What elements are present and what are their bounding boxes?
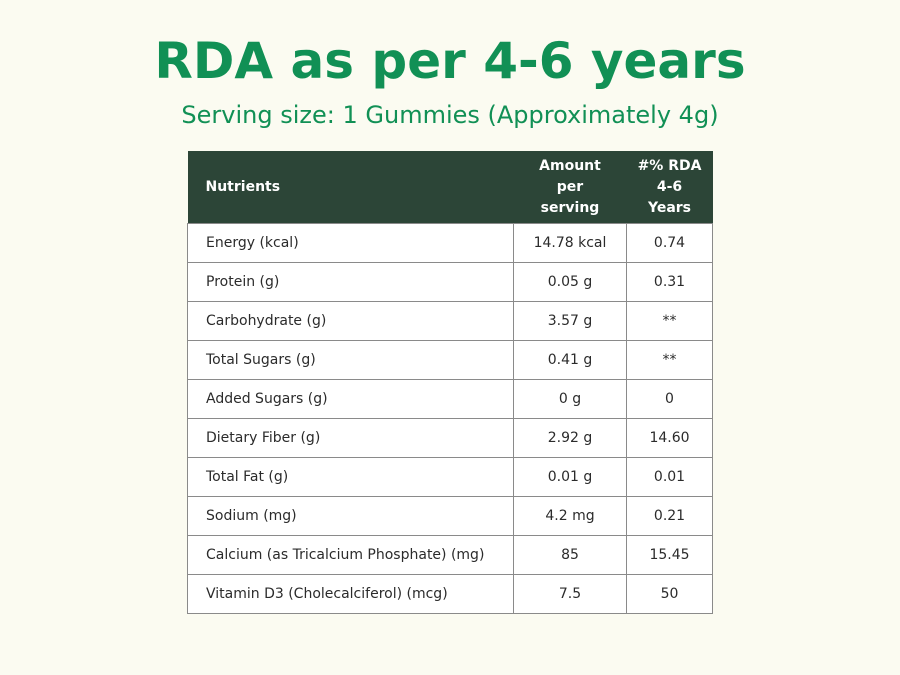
nutrient-name: Total Fat (g) xyxy=(187,457,514,497)
table-row: Calcium (as Tricalcium Phosphate) (mg) 8… xyxy=(187,535,713,575)
amount-per-serving: 14.78 kcal xyxy=(513,223,627,263)
header-rda-line: Years xyxy=(647,199,692,216)
amount-per-serving: 85 xyxy=(513,535,627,575)
table-row: Vitamin D3 (Cholecalciferol) (mcg) 7.5 5… xyxy=(187,574,713,614)
rda-percent: 0 xyxy=(626,379,713,419)
nutrient-name: Sodium (mg) xyxy=(187,496,514,536)
table-row: Energy (kcal) 14.78 kcal 0.74 xyxy=(187,223,713,263)
amount-per-serving: 0.41 g xyxy=(513,340,627,380)
nutrient-name: Protein (g) xyxy=(187,262,514,302)
table-row: Total Sugars (g) 0.41 g ** xyxy=(187,340,713,380)
page-title: RDA as per 4-6 years xyxy=(154,32,746,90)
header-nutrients: Nutrients xyxy=(187,151,514,224)
rda-percent: 50 xyxy=(626,574,713,614)
rda-percent: 0.74 xyxy=(626,223,713,263)
rda-percent: 14.60 xyxy=(626,418,713,458)
header-amount-line: Amount xyxy=(539,157,601,174)
table-row: Protein (g) 0.05 g 0.31 xyxy=(187,262,713,302)
rda-percent: 0.31 xyxy=(626,262,713,302)
rda-percent: 0.21 xyxy=(626,496,713,536)
rda-percent: 15.45 xyxy=(626,535,713,575)
amount-per-serving: 3.57 g xyxy=(513,301,627,341)
header-amount-per-serving: Amount per serving xyxy=(513,151,627,224)
header-rda: #% RDA 4-6 Years xyxy=(626,151,713,224)
nutrient-name: Dietary Fiber (g) xyxy=(187,418,514,458)
table-row: Dietary Fiber (g) 2.92 g 14.60 xyxy=(187,418,713,458)
amount-per-serving: 4.2 mg xyxy=(513,496,627,536)
table-header-row: Nutrients Amount per serving #% RDA 4-6 … xyxy=(187,151,713,224)
rda-percent: 0.01 xyxy=(626,457,713,497)
nutrient-name: Energy (kcal) xyxy=(187,223,514,263)
table-row: Carbohydrate (g) 3.57 g ** xyxy=(187,301,713,341)
serving-size-subtitle: Serving size: 1 Gummies (Approximately 4… xyxy=(181,101,719,129)
table-row: Added Sugars (g) 0 g 0 xyxy=(187,379,713,419)
header-amount-line: serving xyxy=(540,199,600,216)
nutrient-name: Carbohydrate (g) xyxy=(187,301,514,341)
table-row: Sodium (mg) 4.2 mg 0.21 xyxy=(187,496,713,536)
amount-per-serving: 0.01 g xyxy=(513,457,627,497)
amount-per-serving: 0 g xyxy=(513,379,627,419)
nutrition-table: Nutrients Amount per serving #% RDA 4-6 … xyxy=(187,151,713,614)
rda-percent: ** xyxy=(626,301,713,341)
header-amount-line: per xyxy=(556,178,584,195)
amount-per-serving: 7.5 xyxy=(513,574,627,614)
amount-per-serving: 2.92 g xyxy=(513,418,627,458)
nutrient-name: Added Sugars (g) xyxy=(187,379,514,419)
nutrient-name: Calcium (as Tricalcium Phosphate) (mg) xyxy=(187,535,514,575)
header-rda-line: #% RDA xyxy=(637,157,702,174)
amount-per-serving: 0.05 g xyxy=(513,262,627,302)
table-row: Total Fat (g) 0.01 g 0.01 xyxy=(187,457,713,497)
header-rda-line: 4-6 xyxy=(656,178,683,195)
rda-percent: ** xyxy=(626,340,713,380)
nutrient-name: Vitamin D3 (Cholecalciferol) (mcg) xyxy=(187,574,514,614)
nutrient-name: Total Sugars (g) xyxy=(187,340,514,380)
